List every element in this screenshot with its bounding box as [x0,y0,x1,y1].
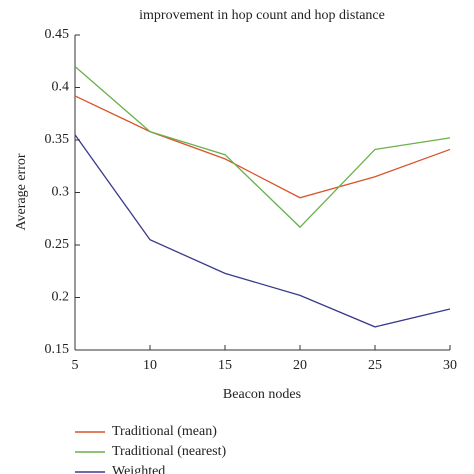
x-tick-label: 20 [293,358,307,373]
series-line [74,95,451,199]
x-tick-label: 10 [143,358,157,373]
y-tick-label: 0.3 [52,185,70,200]
series-line [74,134,451,328]
y-tick-label: 0.25 [45,237,70,252]
y-tick-label: 0.2 [52,290,70,305]
chart-title: improvement in hop count and hop distanc… [139,8,385,23]
x-tick-label: 25 [368,358,382,373]
y-tick-label: 0.35 [45,132,70,147]
series-line [74,66,451,229]
legend-label: Weighted [112,464,165,474]
x-tick-label: 5 [72,358,79,373]
x-tick-label: 15 [218,358,232,373]
x-axis-label: Beacon nodes [223,387,301,402]
y-axis-label: Average error [14,153,29,230]
x-tick-label: 30 [443,358,457,373]
y-tick-label: 0.15 [45,342,70,357]
legend-label: Traditional (nearest) [112,444,227,459]
legend-label: Traditional (mean) [112,424,217,439]
y-tick-label: 0.45 [45,27,70,42]
y-tick-label: 0.4 [52,80,70,95]
